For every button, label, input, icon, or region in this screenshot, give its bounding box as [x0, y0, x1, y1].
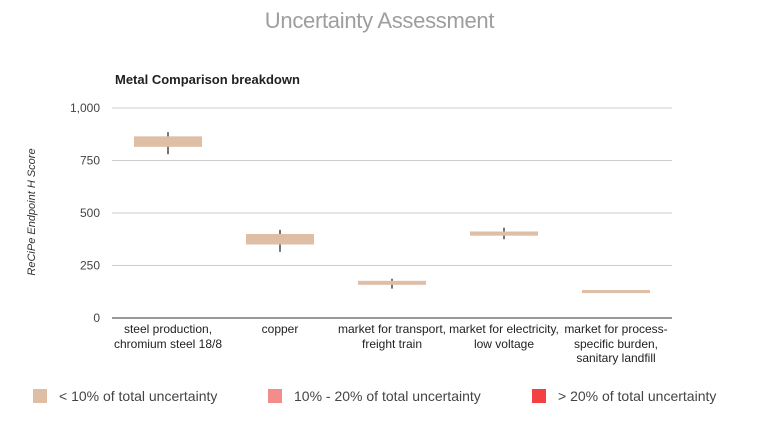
legend-label: > 20% of total uncertainty — [558, 388, 717, 404]
box[interactable] — [358, 280, 426, 285]
box[interactable] — [582, 290, 650, 294]
box[interactable] — [246, 234, 314, 245]
y-tick-label: 500 — [80, 206, 100, 220]
box[interactable] — [134, 136, 202, 147]
legend-label: < 10% of total uncertainty — [59, 388, 218, 404]
x-tick-label: steel production, chromium steel 18/8 — [113, 322, 223, 351]
x-tick-label: market for electricity, low voltage — [449, 322, 559, 351]
legend-swatch — [532, 389, 546, 403]
page-title: Uncertainty Assessment — [264, 8, 495, 33]
box[interactable] — [470, 231, 538, 236]
legend-item: 10% - 20% of total uncertainty — [268, 384, 481, 408]
y-tick-label: 250 — [80, 259, 100, 273]
y-tick-label: 1,000 — [70, 101, 100, 115]
y-tick-label: 0 — [93, 311, 100, 325]
x-tick-label: market for transport, freight train — [337, 322, 447, 351]
legend-item: < 10% of total uncertainty — [33, 384, 217, 408]
legend-item: > 20% of total uncertainty — [532, 384, 716, 408]
legend-swatch — [268, 389, 282, 403]
legend-swatch — [33, 389, 47, 403]
legend-label: 10% - 20% of total uncertainty — [294, 388, 481, 404]
chart-title: Metal Comparison breakdown — [115, 72, 300, 87]
x-tick-label: market for process-specific burden, sani… — [564, 322, 668, 365]
y-tick-label: 750 — [80, 154, 100, 168]
legend: < 10% of total uncertainty 10% - 20% of t… — [0, 384, 759, 408]
x-tick-label: copper — [261, 322, 299, 336]
